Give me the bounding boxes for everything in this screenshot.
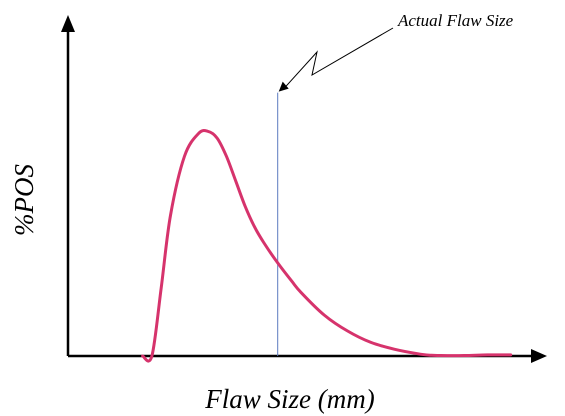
y-axis-label: %POS bbox=[9, 164, 39, 236]
axes bbox=[61, 15, 547, 363]
actual-flaw-size-arrowhead bbox=[278, 81, 289, 92]
actual-flaw-size-label: Actual Flaw Size bbox=[397, 11, 514, 30]
x-axis-label: Flaw Size (mm) bbox=[204, 384, 374, 414]
actual-flaw-size-leader bbox=[284, 27, 394, 89]
pos-curve bbox=[141, 129, 513, 363]
x-axis-arrowhead bbox=[531, 349, 547, 363]
y-axis-arrowhead bbox=[61, 15, 75, 32]
